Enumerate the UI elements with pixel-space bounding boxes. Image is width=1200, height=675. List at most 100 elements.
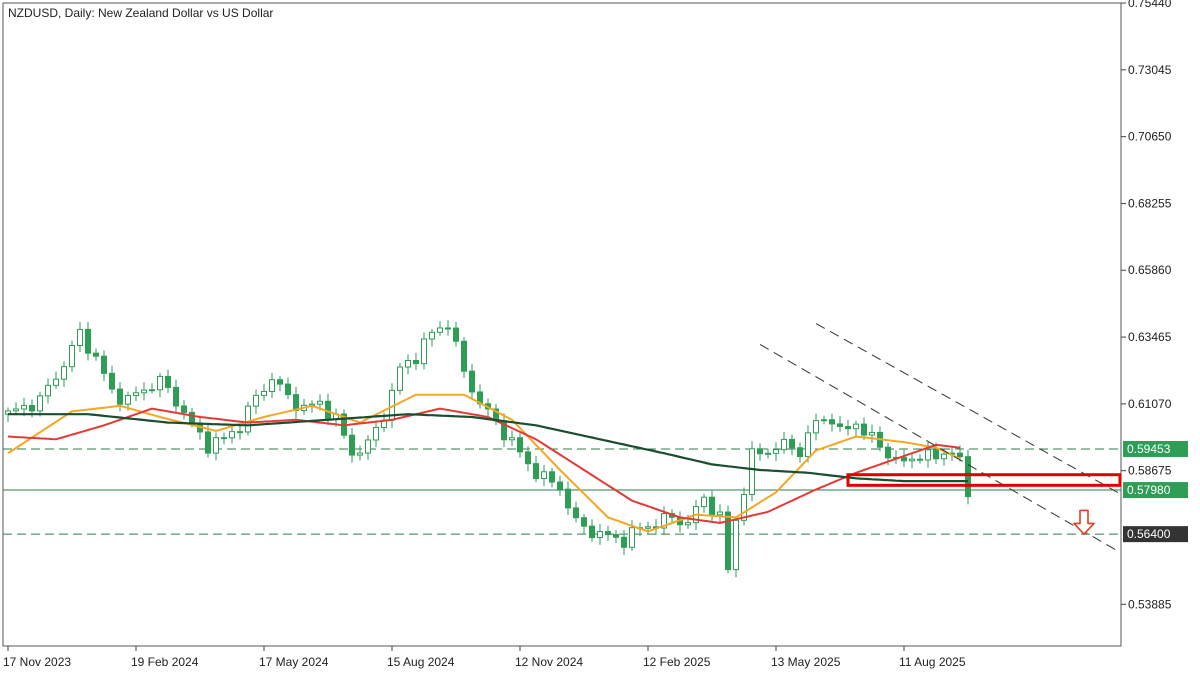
candle <box>805 425 811 463</box>
zone-box <box>846 473 1122 487</box>
candle-body <box>189 411 195 424</box>
candle-body <box>621 536 627 548</box>
down-arrow-icon <box>1073 509 1095 535</box>
candle-body <box>125 394 131 405</box>
candle <box>365 435 371 460</box>
candle-body <box>21 405 27 410</box>
candle <box>829 413 835 432</box>
candle-body <box>797 447 803 458</box>
candle <box>605 525 611 541</box>
candle <box>181 400 187 420</box>
ma-slow-line <box>8 413 968 483</box>
candle <box>901 449 907 467</box>
y-tick-label: 0.58675 <box>1128 464 1172 478</box>
candle <box>581 514 587 534</box>
candle-body <box>605 531 611 536</box>
candle-body <box>549 471 555 483</box>
candle-body <box>285 383 291 396</box>
candle <box>269 372 275 399</box>
candle <box>109 365 115 394</box>
candle <box>917 454 923 464</box>
candle-body <box>645 526 651 529</box>
candle <box>965 449 971 505</box>
candle-body <box>77 328 83 347</box>
candle-body <box>845 426 851 430</box>
candle-body <box>445 327 451 330</box>
candle-body <box>13 408 19 412</box>
candle-body <box>69 345 75 368</box>
candle <box>149 383 155 394</box>
candle <box>453 322 459 347</box>
candle <box>213 432 219 461</box>
candle <box>101 350 107 382</box>
candle-body <box>589 525 595 539</box>
candle <box>573 501 579 523</box>
plot-area[interactable] <box>2 2 1122 647</box>
candle <box>237 424 243 440</box>
candle <box>797 442 803 463</box>
candle-body <box>173 386 179 407</box>
candle <box>173 379 179 413</box>
y-tick-label: 0.53885 <box>1128 597 1172 611</box>
candle <box>373 422 379 448</box>
x-tick-label: 12 Nov 2024 <box>515 655 583 669</box>
candle-body <box>133 392 139 396</box>
candle-body <box>429 331 435 340</box>
candle <box>277 376 283 392</box>
candle-body <box>349 434 355 456</box>
candle <box>909 453 915 469</box>
candle-body <box>413 360 419 365</box>
candle-body <box>685 522 691 526</box>
candle <box>789 434 795 456</box>
price-axis: 0.75440 0.73045 0.70650 0.68255 0.65860 0.634… <box>1121 0 1188 611</box>
candle-body <box>765 452 771 455</box>
candle-body <box>733 519 739 571</box>
candle-body <box>181 405 187 413</box>
candle-body <box>909 458 915 462</box>
candle-body <box>317 400 323 405</box>
candle-body <box>869 431 875 436</box>
candle-body <box>853 423 859 430</box>
candle-body <box>53 378 59 386</box>
level-tag-label: 0.57980 <box>1127 483 1171 497</box>
candle <box>821 415 827 425</box>
candle <box>85 322 91 361</box>
candle-body <box>245 405 251 433</box>
candle <box>597 523 603 545</box>
candle-body <box>365 439 371 454</box>
y-tick-label: 0.61070 <box>1128 397 1172 411</box>
candle <box>261 383 267 401</box>
candle-body <box>837 423 843 428</box>
candle <box>957 445 963 462</box>
candle <box>549 467 555 488</box>
chart-title: NZDUSD, Daily: New Zealand Dollar vs US … <box>8 6 273 20</box>
y-tick-label: 0.70650 <box>1128 130 1172 144</box>
candle-body <box>933 449 939 460</box>
candle <box>285 377 291 400</box>
y-tick-label: 0.68255 <box>1128 196 1172 210</box>
candle <box>757 443 763 461</box>
candle-body <box>421 338 427 365</box>
candle-body <box>957 452 963 458</box>
candle-body <box>829 419 835 425</box>
candle-body <box>109 372 115 390</box>
candle-body <box>525 451 531 465</box>
candle-body <box>221 437 227 440</box>
candle-body <box>205 431 211 454</box>
candle <box>557 475 563 496</box>
candle <box>397 362 403 395</box>
moving-averages <box>7 393 968 533</box>
candle <box>445 320 451 336</box>
ma-fast-line <box>7 393 961 533</box>
candle <box>37 391 43 417</box>
candle-body <box>749 448 755 496</box>
candle <box>845 419 851 436</box>
candles <box>5 320 971 578</box>
candle <box>717 504 723 523</box>
candle <box>245 401 251 436</box>
candle <box>413 352 419 370</box>
candle-body <box>277 379 283 385</box>
candle-body <box>453 327 459 342</box>
level-tag <box>1123 440 1188 457</box>
